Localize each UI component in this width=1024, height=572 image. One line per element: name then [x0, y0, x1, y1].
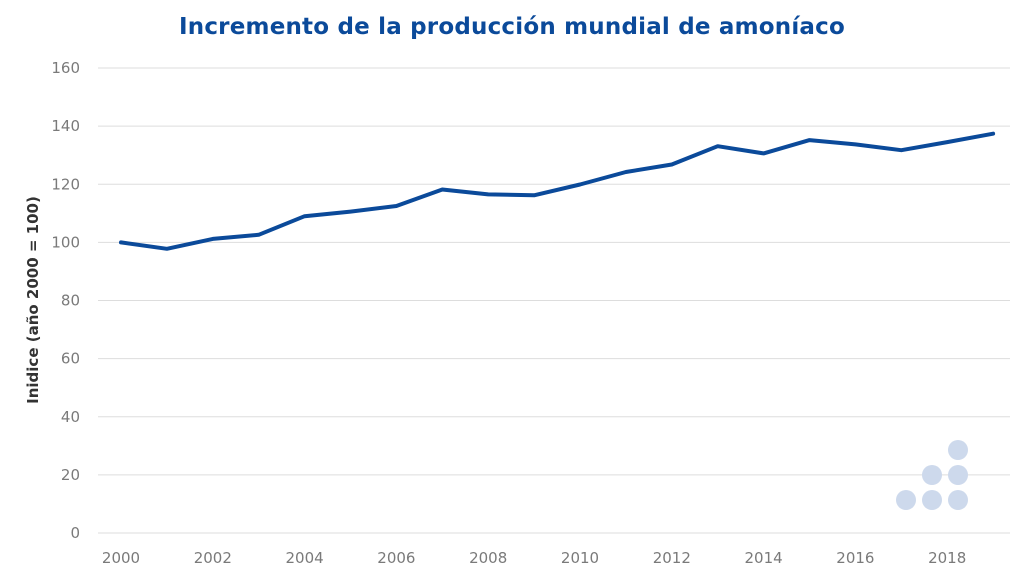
y-tick-label: 160 [51, 59, 80, 77]
series-layer [119, 131, 996, 251]
y-tick-label: 0 [70, 524, 80, 542]
logo-dot [948, 490, 968, 510]
x-tick-label: 2008 [469, 549, 507, 567]
logo-dot [922, 490, 942, 510]
chart-title: Incremento de la producción mundial de a… [179, 14, 845, 40]
x-tick-label: 2010 [561, 549, 599, 567]
logo-dot [896, 490, 916, 510]
series-line [119, 131, 996, 251]
x-tick-label: 2014 [745, 549, 783, 567]
x-tick-label: 2016 [836, 549, 874, 567]
watermark-logo [896, 440, 968, 510]
y-tick-label: 60 [61, 350, 80, 368]
x-tick-label: 2004 [286, 549, 324, 567]
y-tick-label: 140 [51, 117, 80, 135]
y-axis-label: Inidice (año 2000 = 100) [24, 196, 42, 404]
x-tick-label: 2006 [377, 549, 415, 567]
y-tick-label: 80 [61, 292, 80, 310]
logo-dot [922, 465, 942, 485]
y-tick-label: 100 [51, 233, 80, 251]
x-tick-label: 2012 [653, 549, 691, 567]
x-tick-label: 2018 [928, 549, 966, 567]
y-axis-ticks: 0 20 40 60 80 100 120 140 160 [51, 59, 80, 542]
logo-dot [948, 465, 968, 485]
y-tick-label: 40 [61, 408, 80, 426]
gridlines [98, 67, 1010, 534]
x-tick-label: 2002 [194, 549, 232, 567]
x-axis-ticks: 2000 2002 2004 2006 2008 2010 2012 2014 2016 2018 [102, 549, 966, 567]
y-tick-label: 20 [61, 466, 80, 484]
logo-dot [948, 440, 968, 460]
y-tick-label: 120 [51, 175, 80, 193]
x-tick-label: 2000 [102, 549, 140, 567]
